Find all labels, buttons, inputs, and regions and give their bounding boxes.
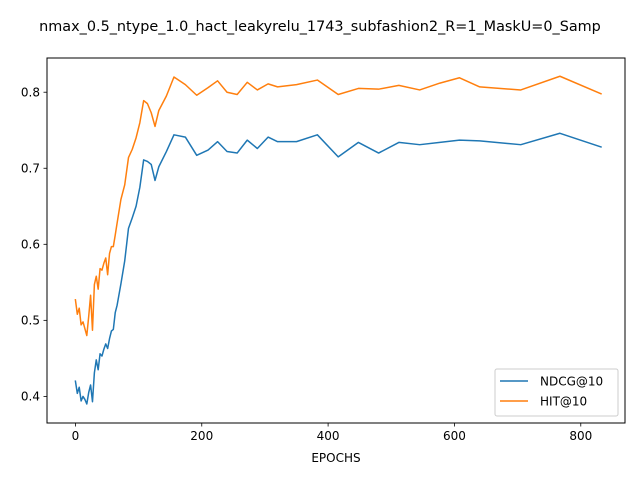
series-line-hit-10 (74, 75, 602, 337)
y-tick-label: 0.4 (21, 390, 40, 404)
y-tick-label: 0.6 (21, 238, 40, 252)
plot-lines (74, 75, 602, 405)
y-tick-label: 0.8 (21, 86, 40, 100)
x-axis: 0 200 400 600 800 (72, 423, 592, 443)
x-tick-label: 600 (443, 429, 466, 443)
y-tick-label: 0.7 (21, 162, 40, 176)
legend: NDCG@10 HIT@10 (494, 368, 619, 417)
series-line-ndcg-10 (74, 132, 602, 405)
chart-title: nmax_0.5_ntype_1.0_hact_leakyrelu_1743_s… (39, 19, 601, 35)
x-tick-label: 400 (317, 429, 340, 443)
plot-frame (46, 57, 626, 424)
y-tick-label: 0.5 (21, 314, 40, 328)
x-tick-label: 200 (190, 429, 213, 443)
x-axis-title: EPOCHS (311, 451, 360, 465)
x-tick-label: 800 (569, 429, 592, 443)
y-axis: 0.4 0.5 0.6 0.7 0.8 (21, 86, 47, 404)
x-tick-label: 0 (72, 429, 80, 443)
legend-label: NDCG@10 (540, 374, 603, 388)
legend-label: HIT@10 (540, 394, 587, 408)
